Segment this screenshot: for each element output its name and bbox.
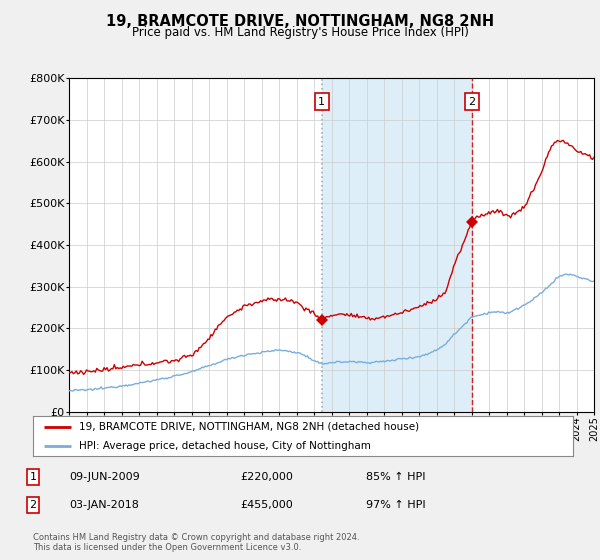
Text: 97% ↑ HPI: 97% ↑ HPI [366, 500, 425, 510]
Text: 85% ↑ HPI: 85% ↑ HPI [366, 472, 425, 482]
Text: 03-JAN-2018: 03-JAN-2018 [69, 500, 139, 510]
Text: 2: 2 [29, 500, 37, 510]
Text: 09-JUN-2009: 09-JUN-2009 [69, 472, 140, 482]
Text: 2: 2 [468, 97, 475, 107]
Text: 1: 1 [318, 97, 325, 107]
Text: HPI: Average price, detached house, City of Nottingham: HPI: Average price, detached house, City… [79, 441, 371, 450]
Text: £220,000: £220,000 [240, 472, 293, 482]
Bar [322, 78, 472, 412]
Text: Contains HM Land Registry data © Crown copyright and database right 2024.: Contains HM Land Registry data © Crown c… [33, 533, 359, 542]
Text: 19, BRAMCOTE DRIVE, NOTTINGHAM, NG8 2NH: 19, BRAMCOTE DRIVE, NOTTINGHAM, NG8 2NH [106, 14, 494, 29]
Text: This data is licensed under the Open Government Licence v3.0.: This data is licensed under the Open Gov… [33, 543, 301, 552]
Text: £455,000: £455,000 [240, 500, 293, 510]
Text: 19, BRAMCOTE DRIVE, NOTTINGHAM, NG8 2NH (detached house): 19, BRAMCOTE DRIVE, NOTTINGHAM, NG8 2NH … [79, 422, 419, 432]
Text: Price paid vs. HM Land Registry's House Price Index (HPI): Price paid vs. HM Land Registry's House … [131, 26, 469, 39]
Text: 1: 1 [29, 472, 37, 482]
